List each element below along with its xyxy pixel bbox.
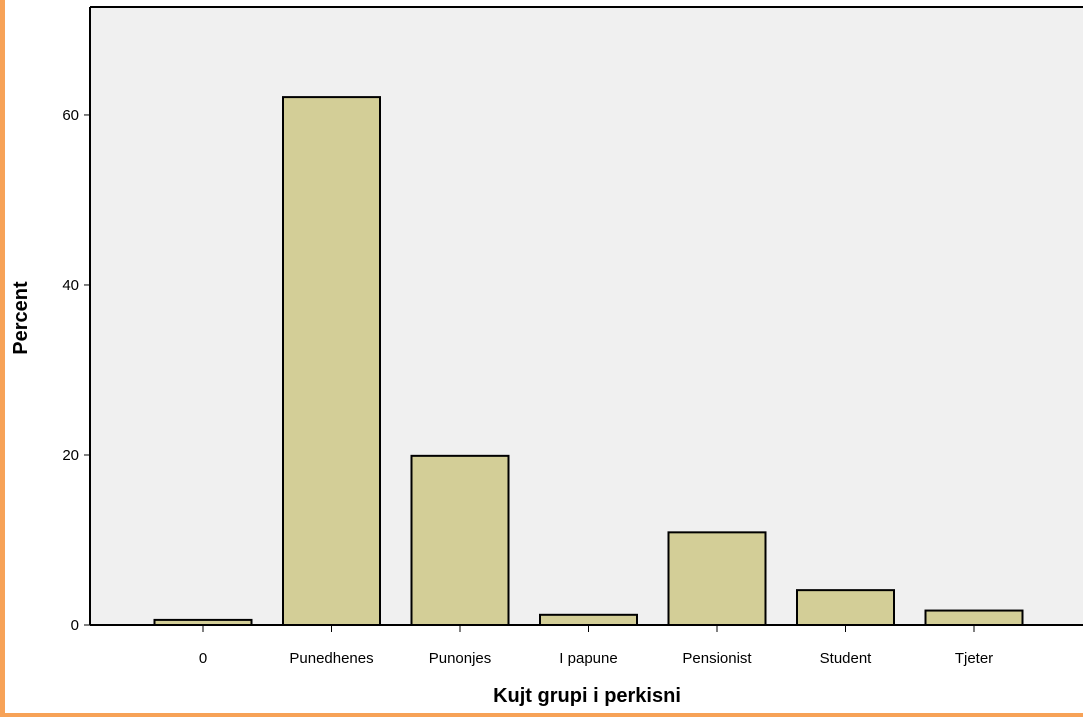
plot-area [90,7,1083,625]
x-axis-title: Kujt grupi i perkisni [493,685,681,707]
x-ticks-group: 0 Punedhenes Punonjes I papune Pensionist Stu… [199,625,993,667]
y-ticks-group: 0 20 40 60 [62,107,90,634]
x-tick-label: 0 [199,650,207,667]
x-tick-label: Punonjes [429,650,492,667]
bar-student [796,589,895,626]
x-tick-label: Student [820,650,873,667]
y-tick-label: 60 [62,107,79,124]
frame-bottom-border [0,713,1083,717]
bar-tjeter [924,609,1024,626]
x-tick-label: I papune [559,650,617,667]
y-tick-label: 40 [62,277,79,294]
bar-punonjes [410,454,510,626]
bar-punedhenes [282,96,381,626]
y-tick-label: 0 [71,617,79,634]
frame-left-border [0,0,5,717]
y-axis-title: Percent [10,281,32,355]
x-tick-label: Tjeter [955,650,993,667]
x-tick-label: Punedhenes [289,650,373,667]
bar-pensionist [667,531,767,627]
x-tick-label: Pensionist [682,650,752,667]
bar-i-papune [539,613,638,627]
y-tick-label: 20 [62,447,79,464]
